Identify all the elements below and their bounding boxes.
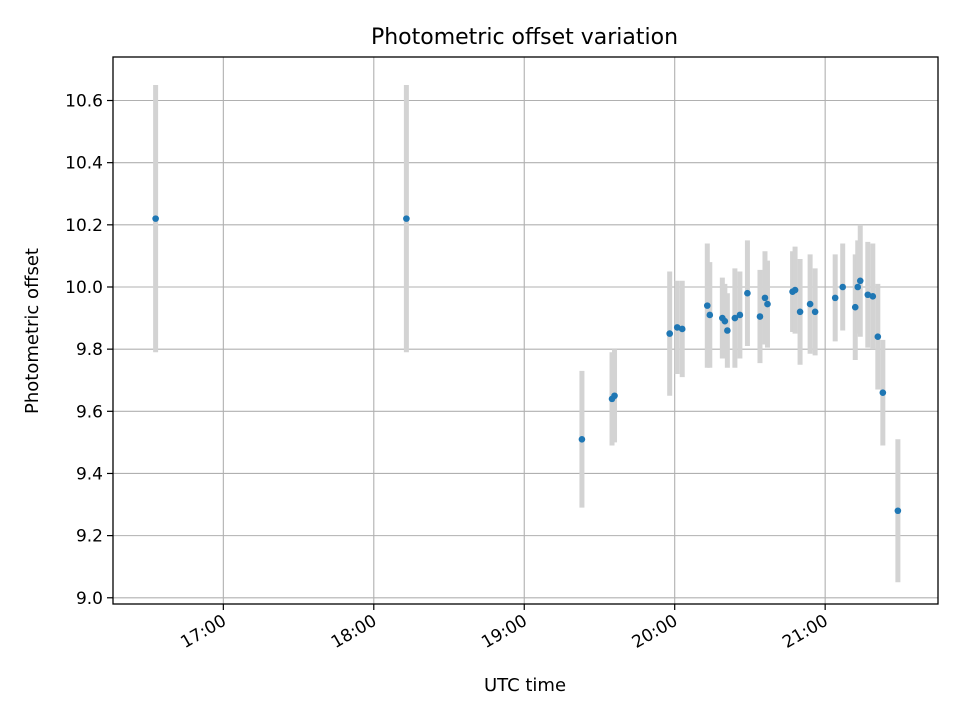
data-point	[706, 311, 714, 319]
data-point	[806, 300, 814, 308]
data-point	[724, 327, 731, 334]
y-axis-label: Photometric offset	[22, 248, 43, 414]
data-point	[851, 303, 859, 311]
data-point	[796, 308, 804, 316]
data-point	[856, 277, 864, 285]
data-point	[678, 325, 686, 333]
data-point	[874, 333, 882, 341]
data-point	[611, 392, 618, 400]
data-point	[721, 317, 729, 325]
data-point	[761, 294, 769, 302]
data-point	[578, 435, 586, 443]
data-points	[152, 215, 902, 515]
y-tick-label: 10.6	[65, 92, 103, 112]
y-tick-label: 10.0	[65, 278, 103, 298]
data-point	[152, 215, 159, 222]
y-tick-label: 10.4	[65, 154, 103, 174]
chart-title: Photometric offset variation	[371, 25, 678, 50]
data-point	[744, 289, 751, 297]
data-point	[764, 300, 771, 308]
plot-area-frame	[112, 56, 939, 605]
data-point	[791, 286, 799, 294]
data-point	[869, 293, 877, 300]
data-point	[864, 291, 872, 299]
y-tick-label: 9.8	[76, 340, 103, 360]
data-point	[666, 330, 673, 337]
data-point	[403, 215, 410, 222]
y-tick-label: 9.4	[76, 464, 103, 484]
data-point	[704, 302, 711, 309]
data-point	[673, 324, 681, 331]
data-point	[811, 308, 819, 316]
grid	[113, 57, 938, 604]
data-point	[894, 507, 902, 515]
x-axis-label: UTC time	[484, 675, 566, 696]
y-tick-label: 9.0	[76, 589, 103, 609]
data-point	[854, 283, 862, 291]
y-tick-label: 9.2	[76, 527, 103, 547]
data-point	[731, 314, 739, 322]
y-tick-label: 9.6	[76, 402, 103, 422]
data-point	[831, 294, 839, 302]
y-tick-label: 10.2	[65, 216, 103, 236]
data-point	[756, 313, 764, 320]
data-point	[736, 311, 744, 319]
data-point	[839, 283, 847, 291]
data-point	[879, 389, 887, 396]
y-axis-ticks: 9.0 9.2 9.4 9.6 9.8 10.0 10.2 10.4 10.6	[65, 92, 113, 609]
